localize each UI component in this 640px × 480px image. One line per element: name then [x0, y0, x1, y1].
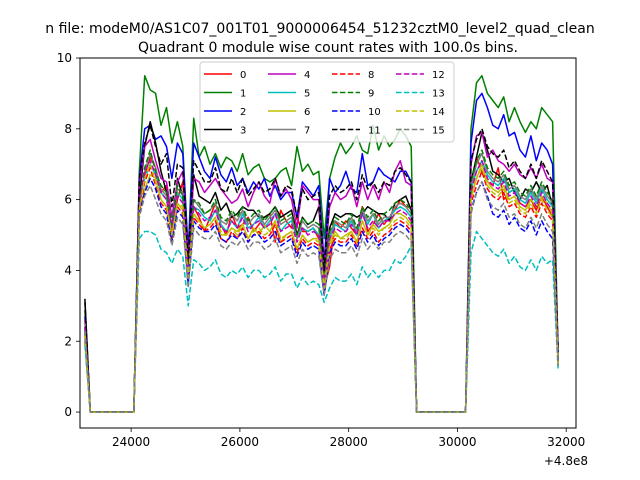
x-tick-label: 30000	[438, 435, 476, 449]
series-line-15	[84, 181, 559, 413]
legend-label-7: 7	[304, 126, 310, 137]
y-tick-label: 10	[57, 51, 72, 65]
legend-label-1: 1	[240, 89, 246, 100]
legend-label-5: 5	[304, 89, 310, 100]
legend-label-3: 3	[240, 126, 246, 137]
x-tick-label: 28000	[330, 435, 368, 449]
series-line-9	[84, 149, 559, 413]
legend-label-6: 6	[304, 107, 310, 118]
chart-title: Quadrant 0 module wise count rates with …	[138, 40, 518, 56]
legend-frame	[199, 61, 455, 143]
axes-frame	[79, 57, 577, 429]
y-tick-label: 0	[64, 405, 72, 419]
y-tick-label: 2	[64, 334, 72, 348]
series-layer	[84, 74, 559, 413]
x-tick-label: 26000	[221, 435, 259, 449]
x-tick-label: 32000	[547, 435, 585, 449]
x-offset-label: +4.8e8	[544, 454, 588, 468]
legend-label-12: 12	[432, 70, 445, 81]
series-line-0	[84, 156, 559, 413]
series-line-13	[84, 230, 559, 413]
series-line-11	[84, 124, 559, 413]
legend-label-2: 2	[240, 107, 246, 118]
series-line-12	[84, 159, 559, 413]
legend-label-0: 0	[240, 70, 246, 81]
y-tick-label: 8	[64, 122, 72, 136]
y-axis: 0 2 4 6 8 10	[57, 51, 80, 419]
legend-label-8: 8	[368, 70, 374, 81]
legend-label-13: 13	[432, 89, 445, 100]
figure-suptitle: n file: modeM0/AS1C07_001T01_9000006454_…	[45, 21, 594, 37]
legend-label-14: 14	[432, 107, 445, 118]
legend-label-10: 10	[368, 107, 381, 118]
legend-label-9: 9	[368, 89, 374, 100]
plot-area	[79, 57, 577, 429]
x-tick-label: 24000	[112, 435, 150, 449]
legend-label-11: 11	[368, 126, 381, 137]
series-line-1	[84, 74, 559, 413]
y-tick-label: 4	[64, 263, 72, 277]
legend-label-4: 4	[304, 70, 310, 81]
x-axis: 24000 26000 28000 30000 32000	[112, 428, 585, 449]
y-tick-label: 6	[64, 193, 72, 207]
legend-label-15: 15	[432, 126, 445, 137]
series-line-14	[84, 163, 559, 413]
